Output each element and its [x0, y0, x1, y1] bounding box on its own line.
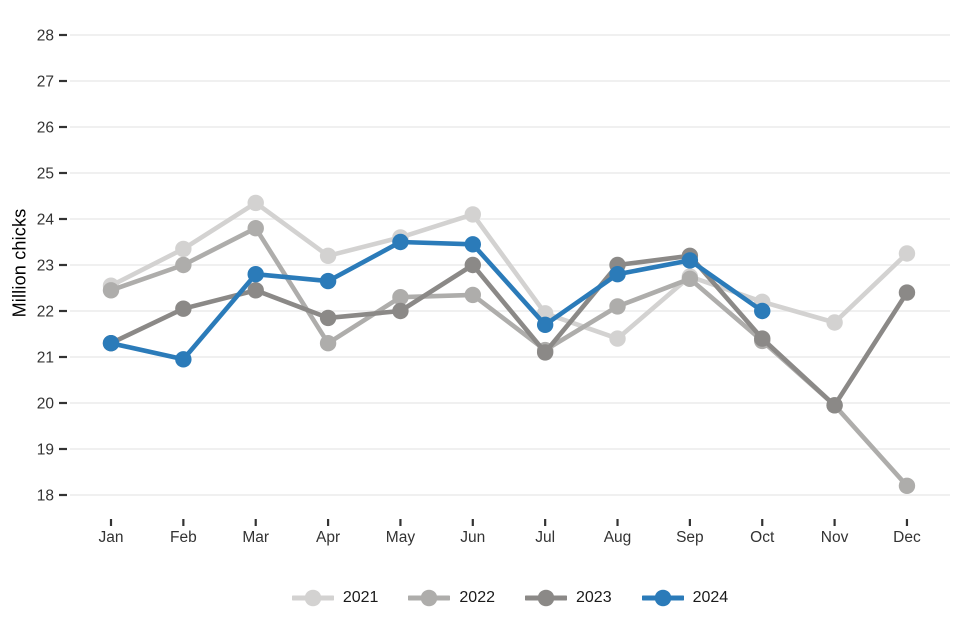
data-point-2023-Oct — [754, 330, 771, 347]
y-tick-label: 25 — [37, 166, 54, 183]
legend-item-2023: 2023 — [525, 588, 612, 608]
series-line-2021 — [108, 200, 910, 341]
data-point-2021-Feb — [175, 240, 192, 258]
data-point-2024-Jun — [464, 236, 481, 253]
legend-label: 2022 — [459, 589, 495, 606]
y-tick-label: 26 — [37, 120, 54, 137]
x-tick-label: Dec — [893, 529, 921, 546]
y-tick-label: 18 — [37, 488, 54, 505]
x-tick-label: Apr — [316, 529, 340, 546]
y-tick-label: 23 — [37, 258, 54, 275]
data-point-2023-Nov — [826, 397, 843, 414]
data-point-2022-Sep — [681, 270, 699, 287]
data-point-2021-Dec — [898, 245, 916, 262]
x-tick-label: Oct — [750, 529, 775, 546]
y-tick-label: 20 — [37, 396, 55, 413]
legend-marker-icon — [408, 589, 451, 607]
data-point-2023-Jul — [536, 344, 554, 361]
series-line-2023 — [108, 253, 910, 408]
x-tick-label: Jul — [535, 529, 555, 546]
data-point-2022-Aug — [609, 298, 626, 315]
series-line-2024 — [108, 239, 765, 362]
data-point-2021-Mar — [247, 194, 264, 212]
data-point-2022-Jun — [464, 286, 481, 304]
legend-label: 2021 — [342, 589, 379, 606]
chart-legend: 2021 2022 2023 2024 — [70, 588, 950, 608]
x-tick-label: Feb — [170, 529, 197, 546]
data-point-2024-Aug — [609, 266, 626, 283]
data-point-2023-May — [392, 302, 409, 320]
data-point-2022-Feb — [175, 256, 192, 274]
legend-marker-icon — [641, 589, 684, 607]
y-tick-label: 24 — [37, 212, 55, 229]
data-point-2024-Feb — [175, 351, 192, 368]
data-point-2024-Mar — [247, 266, 264, 283]
x-tick-label: Jan — [99, 529, 124, 546]
data-point-2023-Apr — [319, 309, 337, 327]
legend-label: 2024 — [692, 589, 729, 606]
legend-dot — [304, 589, 322, 607]
data-point-2021-Jun — [464, 206, 481, 223]
x-tick-label: Aug — [604, 529, 632, 546]
data-point-2023-Dec — [898, 284, 916, 301]
line-chart: 28 27 26 25 24 23 22 21 20 19 18 Jan Feb Mar Apr May Jun… — [37, 28, 950, 546]
data-point-2022-Jan — [102, 282, 120, 299]
y-tick-label: 22 — [37, 304, 54, 321]
x-tick-label: Mar — [242, 529, 269, 546]
data-point-2024-Jan — [102, 335, 120, 352]
data-point-2024-Jul — [536, 316, 554, 333]
data-point-2022-May — [392, 289, 409, 306]
data-point-2023-Jun — [464, 256, 481, 274]
data-point-2021-Apr — [319, 247, 337, 264]
legend-label: 2023 — [576, 589, 612, 606]
data-point-2022-Dec — [898, 477, 916, 494]
y-tick-label: 28 — [37, 28, 54, 45]
legend-dot — [654, 589, 671, 607]
legend-item-2021: 2021 — [291, 588, 379, 608]
data-point-2021-Aug — [609, 330, 626, 347]
data-point-2022-Mar — [247, 220, 264, 237]
legend-marker-icon — [525, 589, 567, 607]
data-point-2023-Mar — [247, 282, 264, 299]
data-point-2024-May — [392, 233, 409, 251]
y-axis-title: Million chicks — [9, 208, 30, 318]
legend-dot — [421, 589, 438, 607]
data-point-2024-Oct — [754, 302, 771, 320]
y-tick-label: 21 — [37, 350, 54, 367]
legend-dot — [537, 589, 555, 607]
legend-marker-icon — [291, 589, 334, 607]
legend-item-2022: 2022 — [408, 588, 495, 608]
legend-item-2024: 2024 — [641, 588, 729, 608]
data-point-2024-Apr — [319, 272, 337, 290]
y-tick-label: 27 — [37, 74, 54, 91]
y-tick-label: 19 — [37, 442, 54, 459]
data-point-2021-Nov — [826, 314, 843, 331]
x-tick-label: Sep — [676, 529, 704, 546]
x-tick-label: May — [386, 529, 416, 546]
x-tick-label: Jun — [460, 529, 485, 546]
data-point-2022-Apr — [319, 335, 337, 352]
data-point-2023-Feb — [175, 300, 192, 317]
data-point-2024-Sep — [681, 252, 699, 269]
x-tick-label: Nov — [821, 529, 849, 546]
